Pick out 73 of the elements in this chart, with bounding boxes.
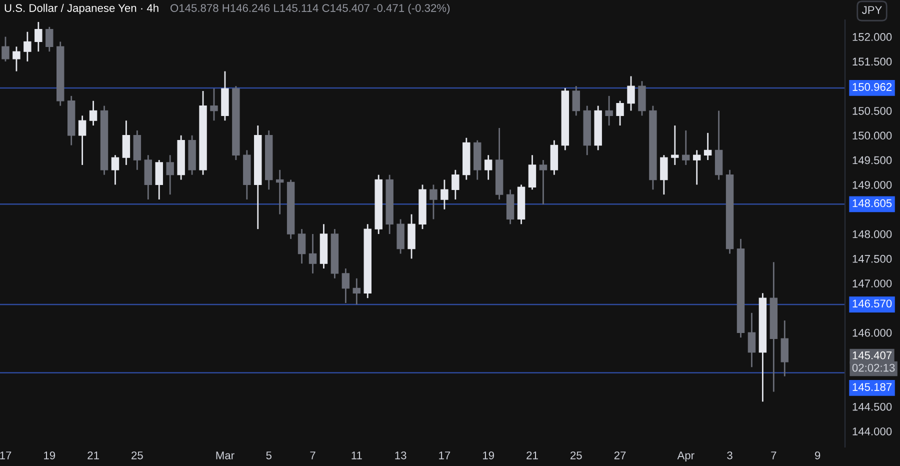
candlestick — [572, 85, 580, 116]
ref-line-label: 150.962 — [852, 83, 892, 91]
x-tick-label: Mar — [216, 452, 234, 460]
y-tick-label: 150.000 — [852, 132, 892, 140]
candlestick — [780, 320, 789, 377]
candlestick — [210, 88, 218, 122]
candlestick — [122, 120, 130, 166]
x-tick-label: 27 — [614, 451, 626, 460]
x-tick-label: 19 — [483, 451, 494, 460]
x-tick-label: 25 — [132, 451, 143, 460]
candlestick — [89, 100, 98, 126]
y-tick-label: 150.500 — [852, 106, 892, 115]
candlestick — [430, 184, 438, 220]
x-tick-label: 17 — [439, 452, 450, 460]
x-tick-label: 13 — [395, 451, 406, 460]
y-tick-label: 144.500 — [852, 402, 892, 411]
ref-line-label: 148.605 — [852, 199, 892, 208]
candlestick — [155, 159, 163, 200]
y-tick-label: 147.000 — [852, 280, 892, 288]
candlestick — [682, 130, 690, 166]
candlestick — [2, 36, 10, 62]
candlestick — [298, 228, 306, 264]
x-tick-label: Apr — [677, 452, 694, 462]
candlestick — [34, 21, 42, 52]
candlestick — [627, 76, 635, 112]
y-tick-label: 147.500 — [852, 254, 892, 263]
y-tick-label: 149.000 — [852, 180, 892, 189]
text: 02:02:13 — [852, 364, 895, 372]
x-tick-label: 25 — [570, 451, 582, 460]
x-tick-label: 21 — [526, 451, 538, 460]
y-tick-label: 149.500 — [852, 156, 892, 164]
candlestick — [484, 154, 492, 180]
x-tick-label: 21 — [88, 451, 99, 460]
ref-line-label: 146.570 — [852, 300, 892, 308]
x-tick-label: 19 — [44, 451, 56, 460]
x-tick-label: 7 — [310, 452, 316, 460]
candlestick — [12, 46, 20, 72]
candlestick — [276, 169, 284, 215]
y-tick-label: 148.000 — [852, 230, 892, 238]
x-tick-label: 7 — [771, 452, 776, 460]
candlestick — [78, 114, 86, 166]
x-tick-label: 5 — [266, 452, 272, 460]
candlestick — [748, 312, 756, 368]
candlestick — [528, 154, 536, 190]
chart-title: U.S. Dollar / Japanese Yen · 4h — [4, 4, 158, 14]
candlestick — [452, 169, 460, 200]
candlestick — [692, 149, 701, 186]
y-tick-label: 144.000 — [852, 427, 892, 436]
y-tick-label: 146.000 — [852, 328, 892, 337]
x-tick-label: 3 — [727, 451, 732, 460]
candlestick — [539, 159, 548, 206]
candlestick — [24, 31, 32, 62]
y-axis-title: JPY — [862, 6, 882, 14]
candlestick — [440, 179, 448, 210]
candlestick — [671, 124, 679, 166]
candlestick — [660, 154, 668, 196]
candlestick — [352, 278, 361, 306]
candlestick — [342, 268, 350, 304]
ref-line-label: 145.187 — [852, 383, 892, 391]
x-tick-label: 17 — [0, 452, 12, 460]
y-tick-label: 151.500 — [852, 58, 892, 66]
y-tick-label: 152.000 — [852, 33, 892, 41]
candlestick — [111, 154, 120, 186]
text: 145.407 — [852, 351, 892, 360]
candlestick — [605, 95, 613, 126]
candlestick — [46, 26, 54, 52]
x-tick-label: 9 — [814, 451, 820, 460]
candlestick — [166, 154, 174, 196]
chart-subtitle: O145.878 H146.246 L145.114 C145.407 -0.471 (-0.32%) — [170, 4, 450, 14]
x-tick-label: 11 — [352, 452, 362, 460]
candlestick — [704, 132, 712, 161]
candlestick — [616, 100, 624, 126]
candlestick — [308, 233, 317, 274]
